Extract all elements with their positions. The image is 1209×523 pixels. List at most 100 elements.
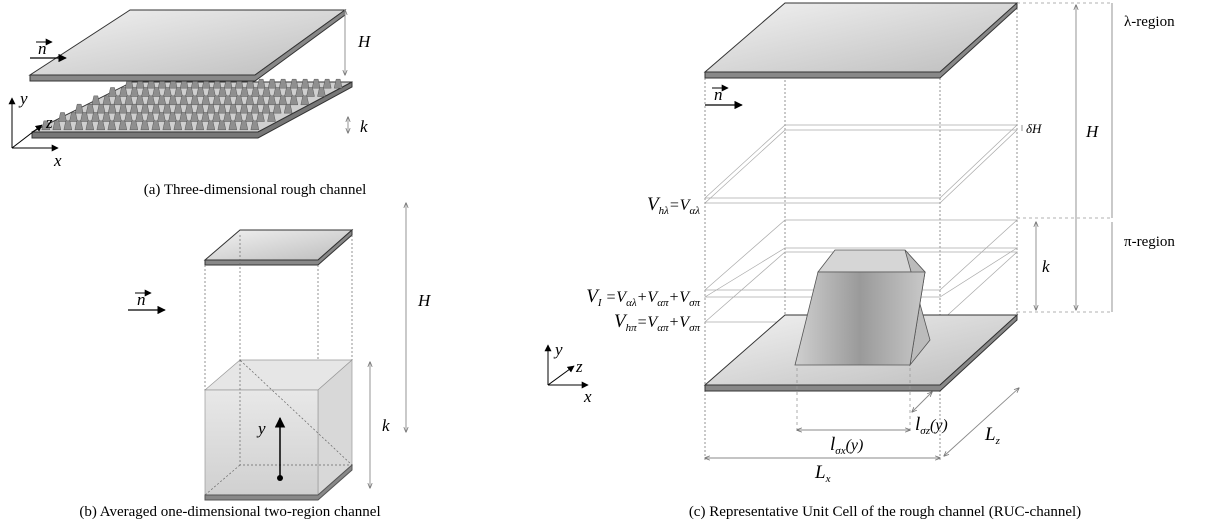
- top-plate: [28, 9, 347, 76]
- k-label: k: [382, 416, 390, 435]
- flow-label: n: [714, 85, 723, 104]
- roughness-element: [267, 112, 276, 122]
- roughness-element: [162, 103, 172, 114]
- bottom-plate-edge: [31, 81, 353, 139]
- label-part: =V: [601, 289, 628, 306]
- roughness-element: [195, 103, 205, 114]
- caption: (c) Representative Unit Cell of the roug…: [689, 504, 1081, 520]
- roughness-element: [267, 78, 277, 89]
- subscript: σx: [835, 445, 845, 457]
- k-label: k: [360, 117, 368, 136]
- box-back: [239, 359, 353, 466]
- roughness-element: [218, 87, 227, 97]
- label-part: +V: [668, 289, 691, 306]
- subscript: αλ: [626, 297, 637, 309]
- dh-label: δH: [1026, 121, 1042, 136]
- roughness-element: [289, 95, 299, 106]
- roughness-element: [239, 120, 249, 131]
- subscript: z: [995, 435, 1001, 447]
- subscript: σπ: [689, 322, 700, 334]
- height-label: H: [1085, 122, 1100, 141]
- roughness-element: [124, 112, 133, 122]
- dimension-label: Lz: [984, 424, 1001, 447]
- axis-label: y: [18, 89, 28, 108]
- roughness-element: [108, 87, 117, 97]
- label-part: V: [614, 311, 628, 332]
- roughness-element: [146, 95, 156, 106]
- label-part: =V: [637, 314, 660, 331]
- roughness-element: [283, 103, 293, 114]
- top-plate-edge: [704, 1, 1018, 79]
- roughness-element: [179, 112, 188, 122]
- roughness-element: [173, 120, 183, 131]
- subscript: αλ: [689, 205, 700, 217]
- k-label: k: [1042, 257, 1050, 276]
- y-origin: [277, 475, 283, 481]
- roughness-element: [96, 120, 106, 131]
- roughness-element: [322, 78, 332, 89]
- label-part: l: [915, 414, 920, 435]
- roughness-element: [140, 120, 150, 131]
- roughness-element: [129, 103, 139, 114]
- equation: Vhπ=Vαπ+Vσπ: [614, 311, 701, 334]
- roughness-element: [256, 112, 265, 122]
- roughness-element: [278, 78, 288, 89]
- roughness-element: [256, 78, 266, 89]
- axis-label: z: [575, 357, 583, 376]
- subscript: απ: [657, 297, 669, 309]
- roughness-element: [152, 87, 161, 97]
- axis-label: x: [583, 387, 592, 406]
- roughness-element: [85, 103, 95, 114]
- roughness-element: [162, 120, 172, 131]
- roughness-element: [91, 95, 101, 106]
- lz-dim: [912, 392, 932, 412]
- roughness-element: [157, 112, 166, 122]
- dimension-label: lσx(y): [830, 434, 863, 457]
- roughness-element: [300, 78, 310, 89]
- dimension-label: lσz(y): [915, 414, 948, 437]
- flow-label: n: [137, 290, 146, 309]
- roughness-element: [190, 95, 200, 106]
- roughness-element: [63, 120, 73, 131]
- roughness-element: [217, 103, 227, 114]
- roughness-element: [207, 87, 216, 97]
- roughness-element: [52, 120, 62, 131]
- roughness-element: [228, 103, 238, 114]
- label-part: V: [586, 286, 600, 307]
- box-front: [204, 389, 319, 496]
- roughness-element: [256, 95, 266, 106]
- height-label: H: [417, 291, 432, 310]
- roughness-element: [250, 120, 260, 131]
- roughness-element: [217, 120, 227, 131]
- roughness-element: [135, 112, 144, 122]
- roughness-element: [272, 103, 282, 114]
- subscript: x: [825, 473, 831, 485]
- Lz-dim: [944, 388, 1019, 456]
- roughness-element: [141, 87, 150, 97]
- roughness-element: [185, 87, 194, 97]
- roughness-element: [201, 112, 210, 122]
- roughness-element: [91, 112, 100, 122]
- bottom-plate-edge: [704, 313, 1018, 392]
- roughness-element: [74, 103, 84, 114]
- subscript: hλ: [659, 205, 670, 217]
- roughness-element: [157, 95, 167, 106]
- region-label: λ-region: [1124, 14, 1175, 30]
- axis-label: z: [45, 113, 53, 132]
- roughness-element: [289, 78, 299, 89]
- coordinate-label: y: [256, 419, 266, 438]
- panel-a: n H k y z x (a) Three-dimensional rough …: [8, 9, 372, 198]
- roughness-element: [168, 112, 177, 122]
- roughness-element: [102, 95, 112, 106]
- label-part: (y): [846, 437, 864, 454]
- roughness-element: [173, 103, 183, 114]
- roughness-element: [174, 87, 183, 97]
- roughness-element: [168, 95, 178, 106]
- height-label: H: [357, 32, 372, 51]
- top-plate: [203, 229, 354, 261]
- caption: (a) Three-dimensional rough channel: [144, 182, 367, 198]
- label-part: (y): [930, 417, 948, 434]
- roughness-element: [273, 87, 282, 97]
- roughness-element: [184, 120, 194, 131]
- label-part: L: [814, 462, 826, 483]
